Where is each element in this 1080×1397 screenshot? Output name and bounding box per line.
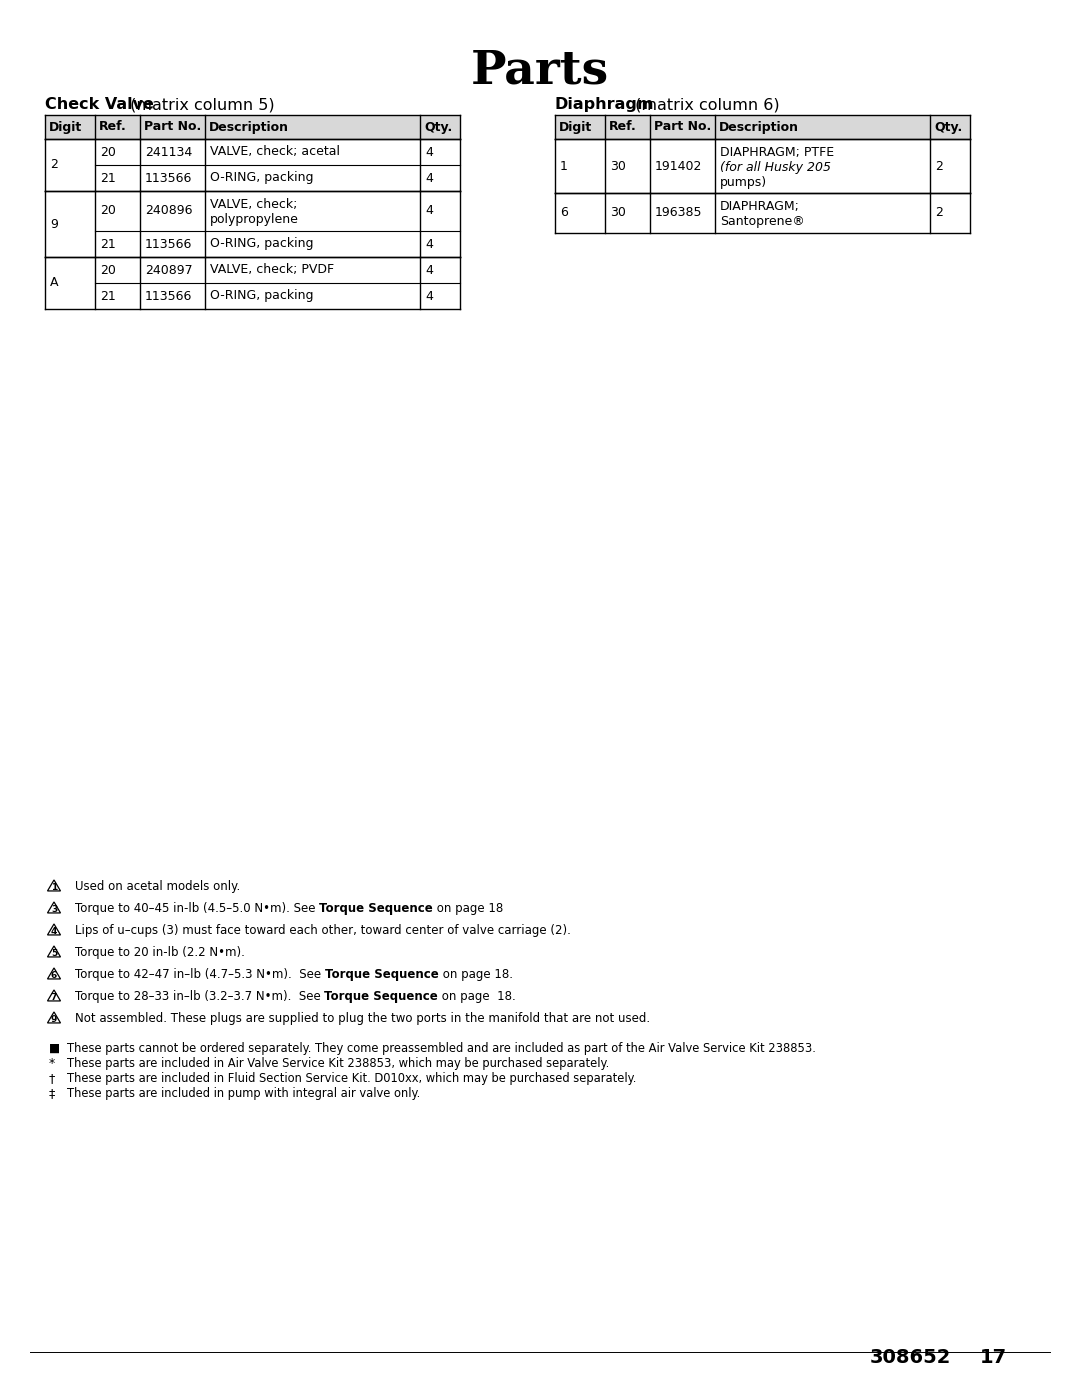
Text: 113566: 113566 (145, 289, 192, 303)
Text: Parts: Parts (471, 47, 609, 94)
Text: Torque to 20 in-lb (2.2 N•m).: Torque to 20 in-lb (2.2 N•m). (75, 946, 245, 958)
Text: These parts are included in Fluid Section Service Kit. D010xx, which may be purc: These parts are included in Fluid Sectio… (67, 1071, 636, 1085)
Text: 4: 4 (426, 264, 433, 277)
Text: 2: 2 (935, 207, 943, 219)
Text: 30: 30 (610, 207, 626, 219)
Text: 9: 9 (50, 218, 58, 231)
Text: O-RING, packing: O-RING, packing (210, 172, 313, 184)
Text: Torque to 40–45 in-lb (4.5–5.0 N•m). See: Torque to 40–45 in-lb (4.5–5.0 N•m). See (75, 902, 320, 915)
Text: Torque Sequence: Torque Sequence (324, 990, 438, 1003)
Text: (for all Husky 205: (for all Husky 205 (720, 161, 831, 175)
Text: Torque Sequence: Torque Sequence (325, 968, 438, 981)
Text: Qty.: Qty. (424, 120, 453, 134)
Text: *: * (49, 1058, 55, 1070)
Text: on page  18.: on page 18. (438, 990, 516, 1003)
Text: Lips of u–cups (3) must face toward each other, toward center of valve carriage : Lips of u–cups (3) must face toward each… (75, 923, 571, 937)
Text: †: † (49, 1071, 55, 1085)
Text: pumps): pumps) (720, 176, 767, 189)
Text: polypropylene: polypropylene (210, 212, 299, 226)
Text: Torque Sequence: Torque Sequence (320, 902, 433, 915)
Text: 113566: 113566 (145, 237, 192, 250)
Text: 1: 1 (51, 883, 57, 891)
Text: These parts cannot be ordered separately. They come preassembled and are include: These parts cannot be ordered separately… (67, 1042, 815, 1055)
Text: Part No.: Part No. (654, 120, 712, 134)
Text: VALVE, check; PVDF: VALVE, check; PVDF (210, 264, 334, 277)
Text: Part No.: Part No. (144, 120, 201, 134)
Text: 240896: 240896 (145, 204, 192, 218)
Text: O-RING, packing: O-RING, packing (210, 289, 313, 303)
Text: 17: 17 (980, 1348, 1008, 1368)
Text: ■: ■ (49, 1042, 60, 1055)
Text: on page 18: on page 18 (433, 902, 503, 915)
Text: 4: 4 (426, 145, 433, 158)
Text: Not assembled. These plugs are supplied to plug the two ports in the manifold th: Not assembled. These plugs are supplied … (75, 1011, 650, 1025)
Text: Description: Description (210, 120, 289, 134)
Text: Ref.: Ref. (609, 120, 637, 134)
Text: 5: 5 (51, 949, 57, 957)
Text: Torque to 28–33 in–lb (3.2–3.7 N•m).  See: Torque to 28–33 in–lb (3.2–3.7 N•m). See (75, 990, 324, 1003)
Text: Torque to 42–47 in–lb (4.7–5.3 N•m).  See: Torque to 42–47 in–lb (4.7–5.3 N•m). See (75, 968, 325, 981)
Text: VALVE, check;: VALVE, check; (210, 198, 297, 211)
Text: 4: 4 (51, 926, 57, 936)
Text: Ref.: Ref. (99, 120, 126, 134)
Text: 1: 1 (561, 159, 568, 172)
Text: 21: 21 (100, 172, 116, 184)
Text: 2: 2 (50, 158, 58, 172)
Text: O-RING, packing: O-RING, packing (210, 237, 313, 250)
Text: 20: 20 (100, 204, 116, 218)
Text: Check Valve: Check Valve (45, 96, 153, 112)
Text: 4: 4 (426, 289, 433, 303)
Text: 2: 2 (935, 159, 943, 172)
Text: 3: 3 (51, 905, 57, 914)
Text: 4: 4 (426, 172, 433, 184)
Text: 308652: 308652 (870, 1348, 951, 1368)
Text: These parts are included in pump with integral air valve only.: These parts are included in pump with in… (67, 1087, 420, 1099)
Text: 9: 9 (51, 1014, 57, 1024)
Text: Diaphragm: Diaphragm (555, 96, 654, 112)
Text: 20: 20 (100, 264, 116, 277)
Text: 191402: 191402 (654, 159, 702, 172)
Text: 20: 20 (100, 145, 116, 158)
Text: on page 18.: on page 18. (438, 968, 513, 981)
Text: 240897: 240897 (145, 264, 192, 277)
Text: (matrix column 5): (matrix column 5) (125, 96, 274, 112)
Text: 241134: 241134 (145, 145, 192, 158)
Text: 6: 6 (51, 971, 57, 979)
Text: Digit: Digit (49, 120, 82, 134)
Text: (matrix column 6): (matrix column 6) (630, 96, 780, 112)
Text: DIAPHRAGM; PTFE: DIAPHRAGM; PTFE (720, 147, 834, 159)
Text: Digit: Digit (559, 120, 592, 134)
Text: These parts are included in Air Valve Service Kit 238853, which may be purchased: These parts are included in Air Valve Se… (67, 1058, 609, 1070)
Text: 7: 7 (51, 993, 57, 1002)
Bar (555, 115, 970, 138)
Text: 21: 21 (100, 289, 116, 303)
Text: A: A (50, 277, 58, 289)
Bar (0, 324, 1080, 870)
Text: DIAPHRAGM;: DIAPHRAGM; (720, 200, 800, 212)
Text: 113566: 113566 (145, 172, 192, 184)
Text: ‡: ‡ (49, 1087, 55, 1099)
Text: VALVE, check; acetal: VALVE, check; acetal (210, 145, 340, 158)
Text: Qty.: Qty. (934, 120, 962, 134)
Text: 4: 4 (426, 204, 433, 218)
Text: Santoprene®: Santoprene® (720, 215, 805, 228)
Text: Used on acetal models only.: Used on acetal models only. (75, 880, 240, 893)
Text: Description: Description (719, 120, 799, 134)
Bar (45, 115, 460, 138)
Text: 6: 6 (561, 207, 568, 219)
Text: 196385: 196385 (654, 207, 702, 219)
Text: 30: 30 (610, 159, 626, 172)
Text: 4: 4 (426, 237, 433, 250)
Text: 21: 21 (100, 237, 116, 250)
